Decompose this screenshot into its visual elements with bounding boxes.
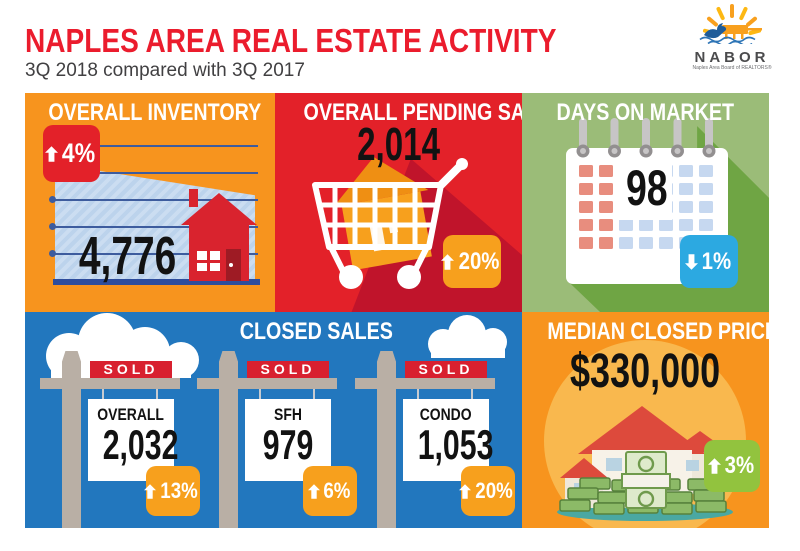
sign-crossbar: [40, 378, 180, 389]
sign-value: 2,032: [102, 420, 179, 468]
pending-value: 2,014: [357, 118, 440, 170]
up-arrow-icon: [459, 483, 472, 499]
up-arrow-icon: [44, 145, 58, 162]
sign-post: [219, 351, 238, 528]
inventory-change-badge: 4%: [43, 125, 100, 182]
down-arrow-icon: [684, 253, 698, 270]
median-title-text: MEDIAN CLOSED PRICE: [547, 318, 769, 345]
sold-plaque: SOLD: [405, 361, 487, 378]
heron-icon: [704, 23, 727, 39]
cloud-icon: [428, 315, 507, 358]
window-icon: [197, 251, 220, 271]
days-change-badge: 1%: [680, 235, 738, 288]
gridline: [53, 172, 258, 174]
sfh-change-badge: 6%: [303, 466, 357, 516]
nabor-logo: NABOR Naples Area Board of REALTORS®: [686, 4, 778, 72]
sign-value: 979: [262, 420, 314, 468]
up-arrow-icon: [707, 458, 721, 474]
bill-stack-icon: [621, 451, 671, 509]
sign-label: CONDO: [420, 405, 472, 424]
median-title: MEDIAN CLOSED PRICE: [522, 318, 769, 345]
pending-title: OVERALL PENDING SALES: [275, 99, 522, 126]
chart-dot: [49, 195, 56, 203]
sign-post: [377, 351, 396, 528]
gridline: [53, 199, 258, 201]
inventory-title: OVERALL INVENTORY: [25, 99, 275, 126]
chart-dot: [49, 249, 56, 257]
cart-wheel-icon: [397, 265, 421, 289]
days-title-text: DAYS ON MARKET: [556, 99, 735, 126]
up-arrow-icon: [307, 483, 320, 499]
page-title: NAPLES AREA REAL ESTATE ACTIVITY: [25, 24, 650, 57]
sign-board: OVERALL 2,032: [88, 399, 179, 481]
inventory-value: 4,776: [79, 226, 177, 286]
door-icon: [226, 249, 241, 281]
sold-sign-condo: SOLD CONDO 1,053 20%: [355, 348, 517, 528]
gridline: [53, 253, 258, 255]
days-value: 98: [626, 160, 668, 216]
sold-plaque: SOLD: [247, 361, 329, 378]
house-icon: [181, 189, 257, 285]
panel-closed-sales: CLOSED SALES SOLD OVERALL 2,032 13% SOLD…: [25, 312, 522, 528]
waves-icon: [699, 36, 756, 43]
sign-post: [62, 351, 81, 528]
sign-label: SFH: [274, 405, 302, 424]
pending-change-badge: 20%: [440, 235, 501, 288]
up-arrow-icon: [440, 253, 454, 270]
sold-sign-sfh: SOLD SFH 979 6%: [197, 348, 359, 528]
days-title: DAYS ON MARKET: [522, 99, 769, 126]
inventory-title-text: OVERALL INVENTORY: [48, 99, 262, 126]
sign-crossbar: [197, 378, 337, 389]
panel-overall-inventory: OVERALL INVENTORY 4,776 4%: [25, 93, 275, 312]
calendar-pins-icon: [576, 118, 716, 158]
median-change-badge: 3%: [704, 440, 760, 492]
median-value: $330,000: [570, 345, 721, 398]
chart-dot: [49, 222, 56, 230]
sold-sign-overall: SOLD OVERALL 2,032 13%: [40, 348, 202, 528]
closed-sales-title-text: CLOSED SALES: [239, 318, 393, 345]
sign-crossbar: [355, 378, 495, 389]
closed-sales-title: CLOSED SALES: [206, 318, 426, 345]
cart-wheel-icon: [339, 265, 363, 289]
overall-change-badge: 13%: [144, 466, 200, 516]
pier-icon: [722, 25, 748, 34]
sign-label: OVERALL: [97, 405, 165, 424]
shopping-cart-icon: [312, 156, 468, 289]
panel-median-closed-price: MEDIAN CLOSED PRICE $330,000: [522, 312, 769, 528]
pending-title-text: OVERALL PENDING SALES: [303, 99, 522, 126]
page-title-text: NAPLES AREA REAL ESTATE ACTIVITY: [25, 22, 557, 59]
panel-days-on-market: DAYS ON MARKET 98 1%: [522, 93, 769, 312]
panel-overall-pending-sales: OVERALL PENDING SALES 2,014: [275, 93, 522, 312]
nabor-logo-icon: [699, 4, 762, 47]
sign-value: 1,053: [417, 420, 494, 468]
gridline: [53, 226, 258, 228]
page-subtitle: 3Q 2018 compared with 3Q 2017: [25, 60, 305, 81]
chart-baseline: [53, 279, 260, 285]
condo-change-badge: 20%: [459, 466, 515, 516]
cloud-icon: [46, 313, 199, 378]
logo-tagline: Naples Area Board of REALTORS®: [692, 65, 772, 71]
up-arrow-icon: [144, 483, 157, 499]
logo-name: NABOR: [694, 49, 770, 66]
house-and-money-icon: [557, 406, 733, 521]
gridline: [53, 145, 258, 147]
sold-plaque: SOLD: [90, 361, 172, 378]
